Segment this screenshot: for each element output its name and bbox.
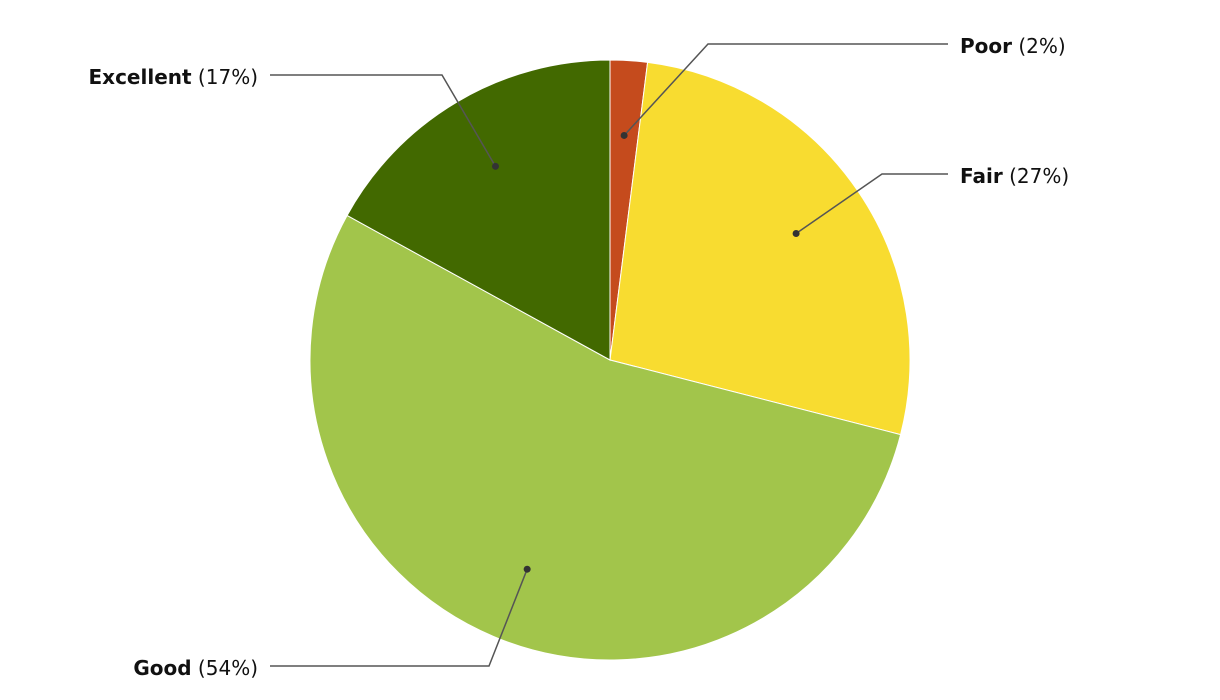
callout-dot-good: [523, 565, 531, 573]
slice-label-percent: (2%): [1012, 34, 1066, 58]
slice-label-name: Poor: [960, 34, 1012, 58]
slice-label-percent: (27%): [1003, 164, 1069, 188]
callout-dot-excellent: [491, 162, 499, 170]
callout-line-good: [270, 568, 528, 667]
slice-label-percent: (17%): [192, 65, 258, 89]
slice-label-fair: Fair (27%): [960, 164, 1069, 188]
callout-line-excellent: [270, 74, 497, 167]
slice-label-poor: Poor (2%): [960, 34, 1066, 58]
callout-dot-fair: [792, 230, 800, 238]
callout-dot-poor: [620, 131, 628, 139]
slice-label-name: Fair: [960, 164, 1003, 188]
slice-label-good: Good (54%): [133, 656, 258, 680]
slice-label-percent: (54%): [192, 656, 258, 680]
slice-label-name: Excellent: [89, 65, 192, 89]
callout-line-poor: [623, 43, 948, 136]
slice-label-name: Good: [133, 656, 191, 680]
callout-line-fair: [795, 173, 948, 235]
slice-label-excellent: Excellent (17%): [89, 65, 258, 89]
